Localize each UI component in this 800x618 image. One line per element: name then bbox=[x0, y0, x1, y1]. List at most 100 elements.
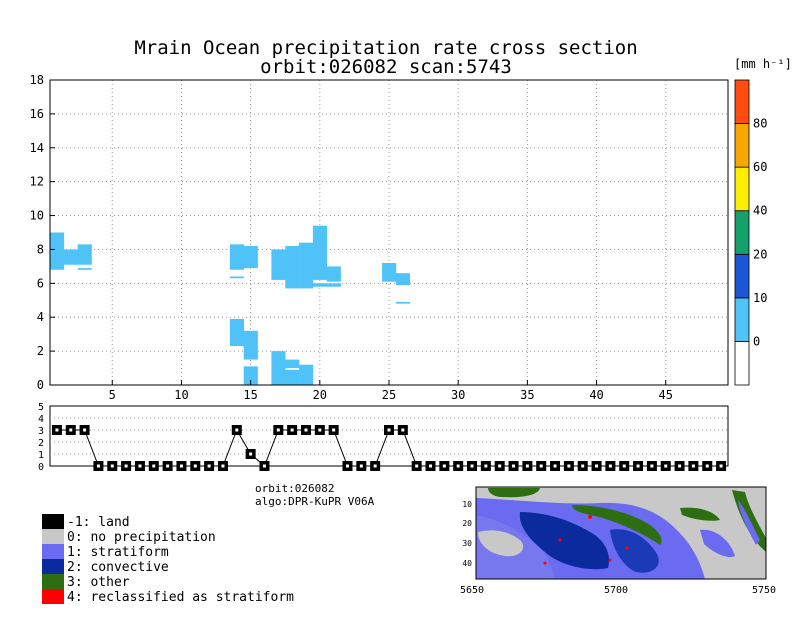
colorbar-label-60: 60 bbox=[753, 160, 767, 174]
strip-point-center-36 bbox=[539, 464, 543, 468]
ytick-label-8: 8 bbox=[37, 242, 44, 256]
strip-point-center-9 bbox=[166, 464, 170, 468]
strip-point-center-30 bbox=[456, 464, 460, 468]
strip-point-center-14 bbox=[235, 428, 239, 432]
legend-label-3: 2: convective bbox=[67, 560, 169, 575]
ytick-label-6: 6 bbox=[37, 276, 44, 290]
info-algo: algo:DPR-KuPR V06A bbox=[255, 495, 375, 508]
colorbar-label-10: 10 bbox=[753, 291, 767, 305]
xtick-label-45: 45 bbox=[659, 388, 673, 402]
strip-points bbox=[51, 425, 727, 471]
ytick-label-12: 12 bbox=[30, 175, 44, 189]
precip-cell-1 bbox=[63, 249, 78, 265]
strip-point-center-27 bbox=[415, 464, 419, 468]
precip-cell-23 bbox=[395, 301, 411, 304]
map-axis-ticks: 10 20 30 40 5650 5700 5750 bbox=[460, 500, 776, 596]
map-clear-gap bbox=[478, 530, 524, 557]
legend-swatch-3 bbox=[42, 559, 64, 574]
map-convective-east bbox=[610, 529, 659, 573]
xtick-label-15: 15 bbox=[243, 388, 257, 402]
legend-swatch-1 bbox=[42, 529, 64, 544]
strip-point-center-49 bbox=[719, 464, 723, 468]
colorbar-boxes bbox=[734, 79, 750, 386]
strip-point-center-43 bbox=[636, 464, 640, 468]
strip-point-center-10 bbox=[179, 464, 183, 468]
precip-cell-4 bbox=[229, 244, 245, 270]
precip-cells bbox=[50, 225, 411, 385]
map-xtick-5650: 5650 bbox=[460, 585, 484, 596]
strip-point-center-33 bbox=[498, 464, 502, 468]
precip-cell-21 bbox=[382, 263, 397, 282]
legend-label-4: 3: other bbox=[67, 575, 130, 590]
strip-point-center-40 bbox=[595, 464, 599, 468]
strip-point-center-1 bbox=[55, 428, 59, 432]
strip-point-center-8 bbox=[152, 464, 156, 468]
precip-cell-19 bbox=[326, 266, 341, 282]
colorbar-label-20: 20 bbox=[753, 247, 767, 261]
xtick-label-35: 35 bbox=[520, 388, 534, 402]
ytick-label-0: 0 bbox=[37, 378, 44, 392]
colorbar-box-6 bbox=[734, 79, 750, 124]
strip-point-center-4 bbox=[96, 464, 100, 468]
strip-point-center-17 bbox=[276, 428, 280, 432]
strip-point-center-31 bbox=[470, 464, 474, 468]
strip-ytick-0: 0 bbox=[38, 462, 44, 473]
map-stratiform-right bbox=[738, 500, 760, 545]
strip-point-center-19 bbox=[304, 428, 308, 432]
legend-swatch-4 bbox=[42, 574, 64, 589]
map-ytick-10: 10 bbox=[462, 500, 472, 509]
x-axis-ticks: 5 10 15 20 25 30 35 40 45 bbox=[109, 380, 673, 402]
ytick-label-14: 14 bbox=[30, 141, 44, 155]
precip-cell-3 bbox=[77, 268, 92, 270]
legend-swatch-0 bbox=[42, 514, 64, 529]
map-ytick-20: 20 bbox=[462, 519, 472, 528]
strip-point-center-42 bbox=[622, 464, 626, 468]
map-patches bbox=[476, 488, 766, 579]
precip-cell-18 bbox=[312, 283, 328, 287]
xtick-label-10: 10 bbox=[174, 388, 188, 402]
xtick-label-20: 20 bbox=[313, 388, 327, 402]
xtick-label-5: 5 bbox=[109, 388, 116, 402]
strip-point-center-29 bbox=[442, 464, 446, 468]
strip-point-center-6 bbox=[124, 464, 128, 468]
xtick-label-30: 30 bbox=[451, 388, 465, 402]
strip-point-center-11 bbox=[193, 464, 197, 468]
legend-label-1: 0: no precipitation bbox=[67, 530, 216, 545]
legend-label-5: 4: reclassified as stratiform bbox=[67, 590, 294, 605]
colorbar-box-1 bbox=[734, 297, 750, 342]
precip-cell-16 bbox=[299, 364, 314, 385]
colorbar-label-80: 80 bbox=[753, 117, 767, 131]
precip-cell-10 bbox=[271, 249, 286, 280]
colorbar-label-0: 0 bbox=[753, 334, 760, 348]
map-reclassified-1 bbox=[588, 515, 592, 519]
strip-point-center-23 bbox=[359, 464, 363, 468]
info-orbit: orbit:026082 bbox=[255, 482, 334, 495]
legend-swatch-5 bbox=[42, 589, 64, 604]
strip-point-center-26 bbox=[401, 428, 405, 432]
strip-ytick-3: 3 bbox=[38, 426, 44, 437]
strip-grid bbox=[50, 417, 728, 455]
colorbar-box-3 bbox=[734, 210, 750, 255]
legend-label-2: 1: stratiform bbox=[67, 545, 169, 560]
precip-cell-2 bbox=[77, 244, 92, 265]
colorbar-labels: 0 10 20 40 60 80 bbox=[753, 117, 767, 349]
strip-point-center-45 bbox=[664, 464, 668, 468]
ytick-label-18: 18 bbox=[30, 73, 44, 87]
precip-cell-7 bbox=[243, 246, 258, 269]
precip-cell-5 bbox=[229, 276, 245, 279]
strip-point-center-28 bbox=[429, 464, 433, 468]
precip-cell-22 bbox=[395, 273, 411, 286]
precip-cell-20 bbox=[326, 283, 341, 287]
strip-point-center-16 bbox=[262, 464, 266, 468]
colorbar-box-5 bbox=[734, 123, 750, 168]
plot-grid bbox=[50, 80, 728, 385]
precip-cell-17 bbox=[312, 225, 328, 280]
map-xtick-5750: 5750 bbox=[752, 585, 776, 596]
strip-ytick-5: 5 bbox=[38, 402, 44, 413]
map-reclassified-4 bbox=[543, 561, 547, 565]
precip-cell-11 bbox=[271, 351, 286, 385]
strip-point-center-41 bbox=[608, 464, 612, 468]
